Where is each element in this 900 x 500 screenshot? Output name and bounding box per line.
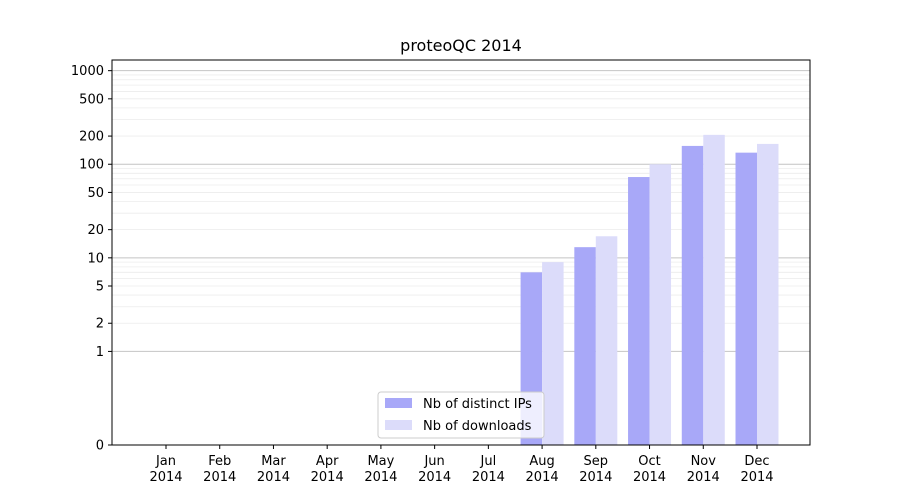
y-tick-label: 500 xyxy=(79,92,104,107)
legend-frame xyxy=(377,391,545,439)
bar-distinct-ips xyxy=(681,145,704,445)
x-tick-label: Feb 2014 xyxy=(203,454,236,485)
x-tick-label: Sep 2014 xyxy=(579,454,612,485)
legend-swatch-distinct-ips xyxy=(385,398,412,408)
y-tick-label: 1000 xyxy=(71,64,104,79)
x-tick-label: Dec 2014 xyxy=(740,454,773,485)
x-tick-label: Aug 2014 xyxy=(526,454,559,485)
y-tick-label: 20 xyxy=(87,223,104,238)
bar-downloads xyxy=(542,262,564,445)
x-tick-label: Mar 2014 xyxy=(257,454,290,485)
legend-swatch-downloads xyxy=(385,420,412,430)
x-tick-label: May 2014 xyxy=(364,454,397,485)
x-tick-label: Jul 2014 xyxy=(472,454,505,485)
y-tick-label: 10 xyxy=(87,251,104,266)
y-tick-label: 1 xyxy=(96,345,104,360)
y-tick-label: 200 xyxy=(79,130,104,145)
bar-distinct-ips xyxy=(735,152,757,445)
bar-downloads xyxy=(649,164,672,445)
x-axis-ticks: Jan 2014 Feb 2014 Mar 2014 Apr 2014 May 2014 Jun 20… xyxy=(149,445,774,485)
chart-title: proteoQC 2014 xyxy=(400,36,522,55)
bar-distinct-ips xyxy=(574,247,596,445)
bars xyxy=(520,134,779,446)
y-tick-label: 50 xyxy=(87,186,104,201)
bar-distinct-ips xyxy=(628,177,650,446)
y-tick-label: 0 xyxy=(96,439,104,454)
x-tick-label: Nov 2014 xyxy=(687,454,720,485)
bar-downloads xyxy=(703,134,725,446)
legend-label-distinct-ips: Nb of distinct IPs xyxy=(423,397,532,412)
bar-downloads xyxy=(595,236,618,445)
x-tick-label: Oct 2014 xyxy=(633,454,666,485)
x-tick-label: Jun 2014 xyxy=(418,454,451,485)
x-tick-label: Jan 2014 xyxy=(149,454,182,485)
bar-downloads xyxy=(757,143,779,445)
y-tick-label: 5 xyxy=(96,280,104,295)
y-tick-label: 100 xyxy=(79,158,104,173)
legend-label-downloads: Nb of downloads xyxy=(423,419,532,434)
x-tick-label: Apr 2014 xyxy=(311,454,344,485)
legend: Nb of distinct IPs Nb of downloads xyxy=(377,391,545,439)
y-tick-label: 2 xyxy=(96,317,104,332)
y-axis-ticks: 0 1 2 5 10 20 50 100 200 500 1000 xyxy=(71,64,112,454)
plot-area-frame xyxy=(111,59,811,446)
